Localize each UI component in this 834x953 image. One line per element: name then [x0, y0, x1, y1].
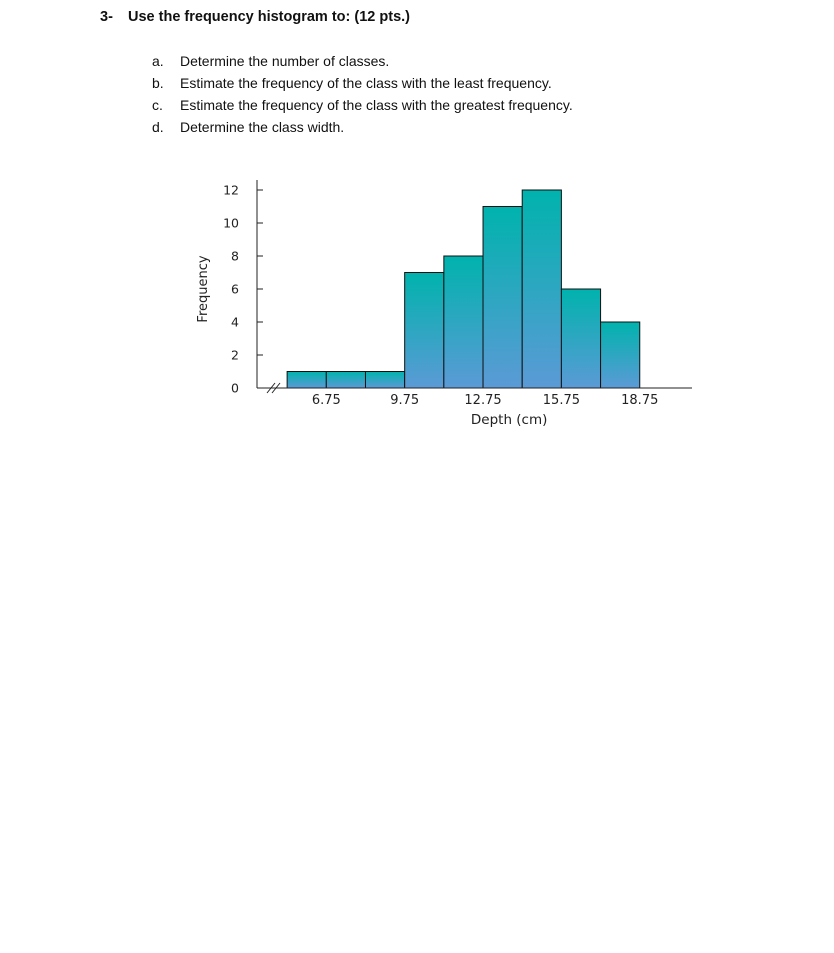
y-tick-label: 10: [223, 216, 239, 231]
y-axis-label: Frequency: [196, 255, 211, 322]
histogram-bar: [560, 288, 602, 389]
x-axis-ticks: 6.75 9.75 12.75 15.75 18.75: [312, 393, 659, 408]
histogram-bar: [404, 272, 445, 389]
histogram-bars: [286, 189, 641, 389]
question-part-a: a. Determine the number of classes.: [152, 50, 573, 72]
part-text: Estimate the frequency of the class with…: [180, 97, 573, 113]
x-tick-label: 12.75: [464, 393, 501, 408]
histogram-bar: [286, 371, 327, 389]
x-tick-label: 6.75: [312, 393, 341, 408]
question-parts: a. Determine the number of classes. b. Est…: [152, 50, 573, 138]
part-text: Estimate the frequency of the class with…: [180, 75, 552, 91]
part-text: Determine the class width.: [180, 119, 345, 135]
y-tick-label: 2: [231, 348, 239, 363]
part-letter: d.: [152, 119, 164, 135]
x-tick-label: 9.75: [390, 393, 419, 408]
question-prompt: Use the frequency histogram to: (12 pts.…: [128, 9, 410, 25]
frequency-histogram: 0 2 4 6 8 10 12 6.75 9.75 12.75 15.75 18.75 Freque…: [185, 168, 705, 438]
question-part-d: d. Determine the class width.: [152, 116, 573, 138]
y-tick-label: 6: [231, 282, 239, 297]
part-letter: b.: [152, 75, 164, 91]
histogram-svg: 0 2 4 6 8 10 12 6.75 9.75 12.75 15.75 18.75 Freque…: [196, 180, 692, 428]
y-tick-label: 12: [223, 183, 239, 198]
y-tick-label: 8: [231, 249, 239, 264]
part-text: Determine the number of classes.: [180, 53, 390, 69]
axis-break-mark: [266, 382, 281, 394]
question-number: 3-: [100, 9, 113, 25]
axis-break-slash: [266, 382, 276, 394]
x-axis-label: Depth (cm): [471, 412, 548, 428]
histogram-bar: [482, 206, 523, 389]
x-tick-label: 18.75: [621, 393, 658, 408]
question-part-c: c. Estimate the frequency of the class wi…: [152, 94, 573, 116]
histogram-bar: [521, 189, 562, 389]
x-tick-label: 15.75: [543, 393, 580, 408]
histogram-bar: [600, 321, 641, 389]
y-tick-label: 0: [231, 381, 239, 396]
histogram-bar: [364, 371, 406, 389]
axis-break-slash: [271, 382, 281, 394]
question-heading: 3- Use the frequency histogram to: (12 pt…: [100, 9, 410, 25]
question-part-b: b. Estimate the frequency of the class wi…: [152, 72, 573, 94]
y-tick-label: 4: [231, 315, 239, 330]
part-letter: c.: [152, 97, 163, 113]
histogram-bar: [325, 371, 366, 389]
part-letter: a.: [152, 53, 164, 69]
y-axis-ticks: 0 2 4 6 8 10 12: [223, 183, 263, 396]
histogram-bar: [443, 255, 484, 389]
